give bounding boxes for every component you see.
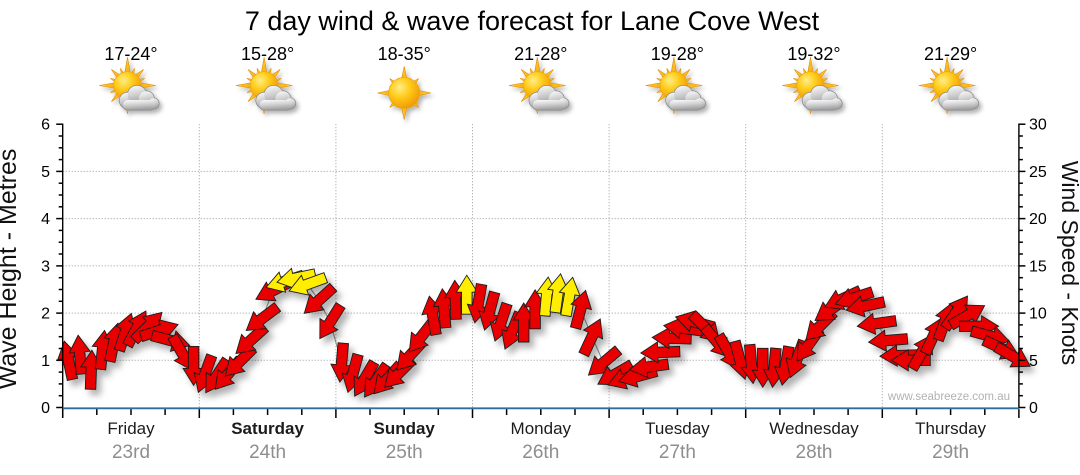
svg-text:6: 6 xyxy=(41,117,50,134)
svg-text:7 day wind & wave forecast for: 7 day wind & wave forecast for Lane Cove… xyxy=(245,6,820,36)
svg-text:23rd: 23rd xyxy=(112,442,150,463)
svg-text:27th: 27th xyxy=(659,442,696,463)
svg-text:19-32°: 19-32° xyxy=(787,44,840,64)
svg-text:0: 0 xyxy=(41,400,50,417)
svg-text:17-24°: 17-24° xyxy=(104,44,157,64)
svg-text:Wave Height - Metres: Wave Height - Metres xyxy=(0,149,22,390)
svg-text:25th: 25th xyxy=(386,442,423,463)
svg-text:www.seabreeze.com.au: www.seabreeze.com.au xyxy=(887,391,1010,403)
svg-text:Wednesday: Wednesday xyxy=(769,419,859,438)
svg-text:3: 3 xyxy=(41,258,50,275)
svg-text:5: 5 xyxy=(1029,353,1038,370)
svg-text:1: 1 xyxy=(41,353,50,370)
svg-text:2: 2 xyxy=(41,306,50,323)
svg-text:28th: 28th xyxy=(796,442,833,463)
svg-text:18-35°: 18-35° xyxy=(378,44,431,64)
svg-text:15-28°: 15-28° xyxy=(241,44,294,64)
svg-text:19-28°: 19-28° xyxy=(651,44,704,64)
svg-text:Thursday: Thursday xyxy=(915,419,986,438)
svg-text:Saturday: Saturday xyxy=(231,419,304,438)
svg-text:10: 10 xyxy=(1029,306,1047,323)
svg-text:25: 25 xyxy=(1029,164,1047,181)
svg-text:29th: 29th xyxy=(932,442,969,463)
svg-text:15: 15 xyxy=(1029,258,1047,275)
svg-text:21-28°: 21-28° xyxy=(514,44,567,64)
svg-text:Wind Speed - Knots: Wind Speed - Knots xyxy=(1057,161,1080,366)
svg-text:Monday: Monday xyxy=(511,419,572,438)
svg-text:24th: 24th xyxy=(249,442,286,463)
svg-text:0: 0 xyxy=(1029,400,1038,417)
svg-text:20: 20 xyxy=(1029,211,1047,228)
svg-text:Friday: Friday xyxy=(107,419,155,438)
svg-text:21-29°: 21-29° xyxy=(924,44,977,64)
svg-text:Sunday: Sunday xyxy=(373,419,435,438)
svg-text:26th: 26th xyxy=(522,442,559,463)
svg-text:4: 4 xyxy=(41,211,50,228)
svg-text:5: 5 xyxy=(41,164,50,181)
svg-text:Tuesday: Tuesday xyxy=(645,419,710,438)
svg-text:30: 30 xyxy=(1029,117,1047,134)
